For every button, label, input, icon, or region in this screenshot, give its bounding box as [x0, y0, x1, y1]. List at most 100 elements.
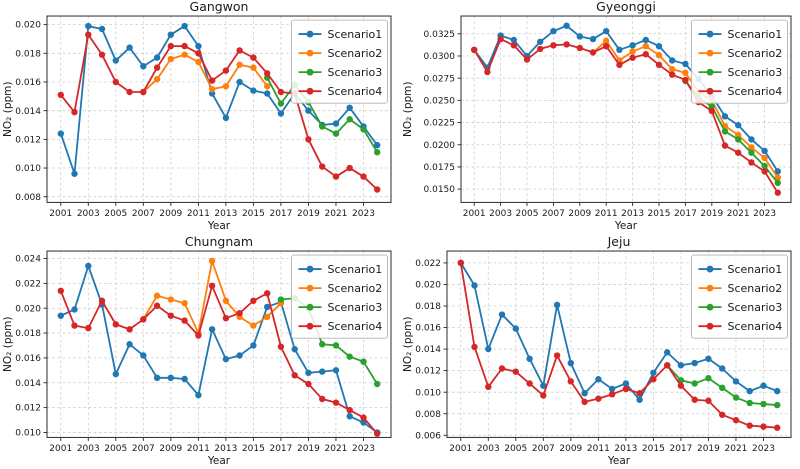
data-point	[748, 136, 755, 143]
data-point	[319, 367, 326, 375]
data-point	[682, 60, 689, 68]
data-point	[222, 114, 230, 122]
legend-label: Scenario3	[327, 300, 382, 313]
data-point	[595, 394, 602, 402]
data-point	[250, 54, 257, 61]
data-point	[498, 364, 506, 372]
data-point	[126, 88, 133, 96]
data-point	[608, 390, 616, 398]
data-point	[167, 311, 174, 319]
data-point	[629, 54, 636, 61]
data-point	[71, 321, 78, 329]
data-point	[748, 149, 755, 156]
data-point	[719, 384, 726, 391]
y-axis-label: NO₂ (ppm)	[2, 316, 14, 371]
y-tick-label: 0.008	[415, 409, 441, 419]
data-point	[510, 36, 517, 44]
data-point	[332, 341, 340, 349]
data-point	[735, 121, 742, 129]
data-point	[140, 88, 147, 96]
legend-label: Scenario3	[327, 66, 382, 79]
data-point	[140, 351, 147, 359]
y-tick-label: 0.0275	[424, 74, 455, 84]
data-point	[264, 90, 271, 97]
legend-marker	[706, 87, 714, 95]
data-point	[774, 174, 781, 181]
y-tick-label: 0.010	[15, 428, 41, 438]
data-point	[153, 64, 161, 71]
x-tick-label: 2007	[132, 443, 155, 453]
data-point	[153, 292, 161, 299]
plot-border	[46, 15, 392, 203]
data-point	[636, 396, 643, 403]
data-point	[112, 57, 120, 64]
legend-label: Scenario2	[728, 47, 783, 60]
data-point	[250, 64, 257, 71]
data-point	[291, 371, 298, 379]
x-tick-label: 2005	[104, 209, 127, 219]
data-point	[629, 42, 636, 49]
y-axis-label: NO₂ (ppm)	[402, 81, 414, 136]
y-tick-label: 0.018	[15, 329, 41, 339]
data-point	[608, 385, 616, 392]
data-point	[682, 76, 689, 84]
x-tick-label: 2011	[587, 443, 610, 453]
data-point	[195, 391, 202, 398]
y-tick-label: 0.020	[415, 280, 441, 290]
data-point	[664, 348, 671, 356]
y-tick-label: 0.0225	[424, 119, 455, 129]
legend-marker	[306, 87, 314, 95]
data-point	[650, 375, 657, 382]
x-tick-label: 2003	[77, 209, 100, 219]
data-point	[457, 259, 464, 266]
data-point	[622, 385, 630, 392]
data-point	[732, 393, 740, 401]
legend-entry-scenario1: Scenario1	[698, 28, 782, 41]
y-tick-label: 0.014	[15, 378, 41, 388]
x-tick-label: 2007	[542, 209, 565, 219]
x-tick-label: 2015	[242, 443, 265, 453]
x-tick-label: 2013	[214, 209, 237, 219]
data-point	[721, 128, 729, 135]
legend-box	[691, 254, 788, 339]
legend-label: Scenario4	[327, 85, 382, 98]
data-point	[589, 35, 597, 43]
data-point	[250, 87, 257, 94]
axis-ticks	[443, 261, 764, 441]
x-tick-label: 2009	[159, 209, 182, 219]
data-point	[167, 55, 174, 63]
x-tick-label: 2015	[642, 443, 665, 453]
y-axis-label: NO₂ (ppm)	[2, 81, 14, 136]
legend-box	[291, 19, 388, 104]
data-point	[71, 305, 78, 313]
y-tick-label: 0.012	[15, 135, 41, 145]
legend-label: Scenario3	[728, 66, 783, 79]
data-point	[126, 44, 133, 51]
x-tick-label: 2021	[727, 209, 750, 219]
data-point	[264, 70, 271, 77]
legend-box	[291, 254, 388, 339]
data-point	[550, 27, 557, 35]
y-tick-label: 0.016	[15, 354, 41, 364]
data-point	[498, 310, 506, 318]
data-point	[208, 85, 216, 93]
data-point	[484, 68, 491, 76]
x-tick-label: 2001	[49, 209, 72, 219]
chart-title: Jeju	[607, 235, 631, 249]
data-point	[567, 359, 574, 366]
axis-tick-labels: 2001 2003 2005 2007 2009 2011 2013 2015 2017 2019…	[415, 258, 775, 453]
data-point	[167, 295, 174, 303]
data-point	[208, 282, 216, 289]
y-tick-label: 0.010	[15, 164, 41, 174]
legend-label: Scenario4	[728, 319, 783, 332]
legend-entry-scenario4: Scenario4	[698, 85, 782, 98]
axis-ticks	[43, 257, 364, 441]
data-point	[732, 377, 740, 385]
data-point	[642, 51, 649, 58]
data-point	[746, 399, 753, 406]
data-point	[360, 173, 367, 180]
data-point	[195, 58, 202, 66]
series-points-scenario4	[457, 259, 781, 431]
data-point	[208, 257, 216, 264]
y-tick-label: 0.0300	[424, 52, 456, 62]
